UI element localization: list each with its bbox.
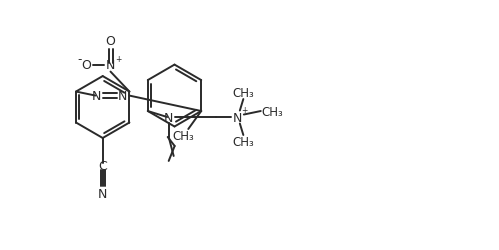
- Text: CH₃: CH₃: [261, 105, 283, 118]
- Text: C: C: [98, 159, 107, 172]
- Text: CH₃: CH₃: [233, 136, 254, 149]
- Text: CH₃: CH₃: [173, 130, 194, 143]
- Text: -: -: [77, 52, 81, 65]
- Text: N: N: [118, 90, 127, 103]
- Text: N: N: [164, 111, 173, 124]
- Text: N: N: [98, 187, 107, 200]
- Text: N: N: [106, 59, 115, 72]
- Text: +: +: [115, 54, 121, 63]
- Text: CH₃: CH₃: [233, 86, 254, 99]
- Text: O: O: [82, 59, 91, 72]
- Text: N: N: [233, 111, 242, 124]
- Text: +: +: [241, 106, 248, 114]
- Text: N: N: [92, 90, 102, 103]
- Text: O: O: [106, 35, 115, 48]
